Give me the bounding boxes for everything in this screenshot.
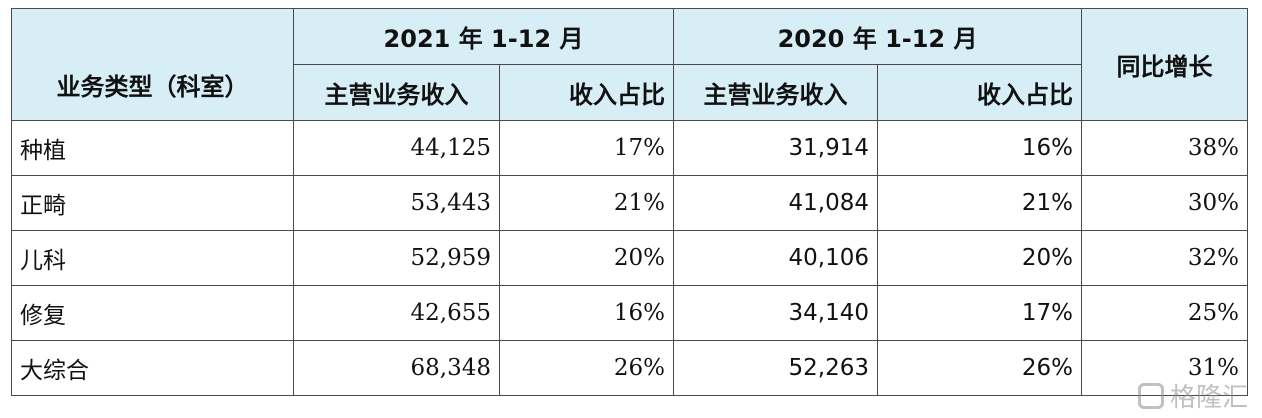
- header-yoy: 同比增长: [1081, 8, 1249, 121]
- cell-rev-2021: 44,125: [293, 120, 500, 176]
- table-row: 种植 44,125 17% 31,914 16% 38%: [11, 120, 1249, 176]
- table-row: 大综合 68,348 26% 52,263 26% 31%: [11, 340, 1249, 396]
- table-row: 儿科 52,959 20% 40,106 20% 32%: [11, 230, 1249, 286]
- cell-yoy: 31%: [1081, 340, 1249, 396]
- cell-share-2020: 21%: [877, 175, 1083, 231]
- header-share-2020: 收入占比: [877, 64, 1083, 121]
- cell-share-2021: 16%: [498, 285, 675, 341]
- cell-rev-2020: 34,140: [673, 285, 879, 341]
- cell-share-2020: 17%: [877, 285, 1083, 341]
- cell-yoy: 25%: [1081, 285, 1249, 341]
- header-category: 业务类型（科室）: [11, 8, 294, 121]
- cell-rev-2021: 53,443: [293, 175, 500, 231]
- cell-share-2020: 26%: [877, 340, 1083, 396]
- cell-rev-2021: 42,655: [293, 285, 500, 341]
- cell-category: 儿科: [11, 230, 294, 286]
- cell-share-2021: 20%: [498, 230, 675, 286]
- cell-category: 种植: [11, 120, 294, 176]
- header-2021: 2021 年 1-12 月: [292, 8, 675, 65]
- cell-category: 大综合: [11, 340, 294, 396]
- cell-share-2021: 26%: [498, 340, 675, 396]
- logo-icon: [1137, 382, 1164, 409]
- cell-rev-2020: 40,106: [673, 230, 879, 286]
- watermark: 格隆汇: [1137, 377, 1248, 414]
- table-row: 正畸 53,443 21% 41,084 21% 30%: [11, 175, 1249, 231]
- cell-yoy: 32%: [1081, 230, 1249, 286]
- cell-rev-2020: 52,263: [673, 340, 879, 396]
- cell-rev-2021: 68,348: [293, 340, 500, 396]
- header-share-2021: 收入占比: [498, 64, 675, 121]
- cell-category: 修复: [11, 285, 294, 341]
- cell-share-2021: 21%: [498, 175, 675, 231]
- header-revenue-2020: 主营业务收入: [673, 64, 879, 121]
- header-2020: 2020 年 1-12 月: [673, 8, 1083, 65]
- cell-share-2021: 17%: [498, 120, 675, 176]
- revenue-table: 业务类型（科室） 2021 年 1-12 月 2020 年 1-12 月 同比增…: [11, 8, 1249, 396]
- cell-rev-2020: 31,914: [673, 120, 879, 176]
- header-revenue-2021: 主营业务收入: [293, 64, 500, 121]
- cell-share-2020: 16%: [877, 120, 1083, 176]
- cell-yoy: 30%: [1081, 175, 1249, 231]
- cell-rev-2021: 52,959: [293, 230, 500, 286]
- cell-rev-2020: 41,084: [673, 175, 879, 231]
- cell-yoy: 38%: [1081, 120, 1249, 176]
- watermark-text: 格隆汇: [1169, 383, 1248, 413]
- cell-category: 正畸: [11, 175, 294, 231]
- cell-share-2020: 20%: [877, 230, 1083, 286]
- table-row: 修复 42,655 16% 34,140 17% 25%: [11, 285, 1249, 341]
